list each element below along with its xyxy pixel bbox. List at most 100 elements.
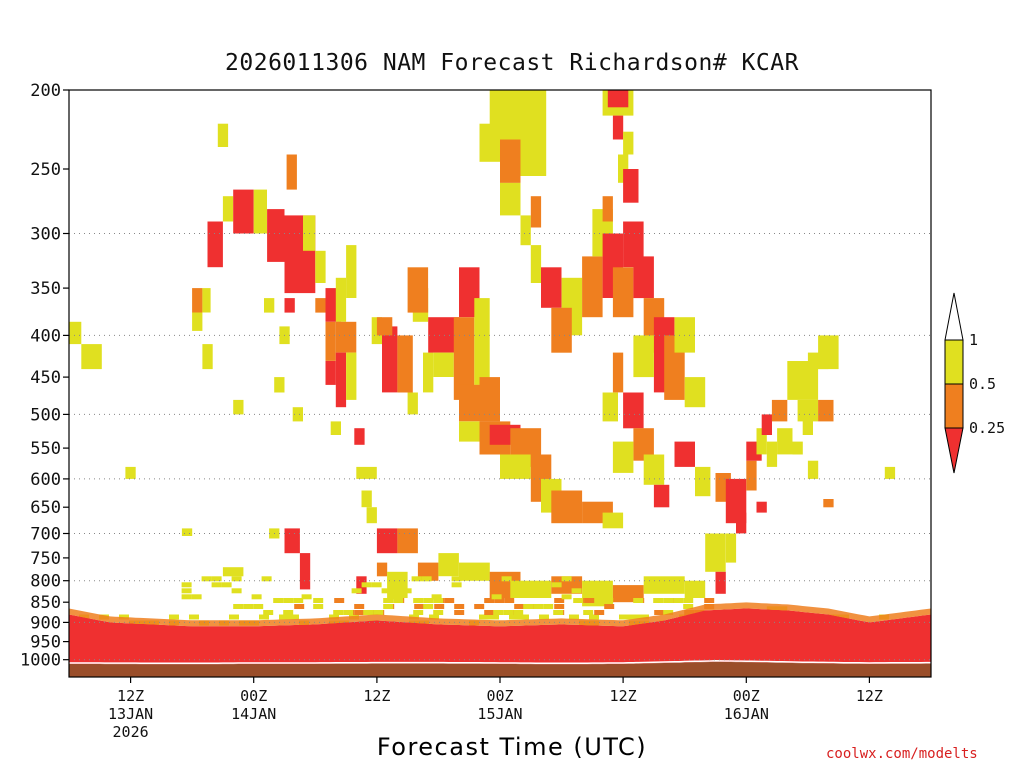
x-tick-label: 16JAN (724, 705, 769, 723)
ri-cell (603, 598, 614, 603)
x-tick-label: 13JAN (108, 705, 153, 723)
ri-cell (387, 571, 408, 598)
ri-cells-layer (69, 90, 896, 626)
ri-cell (454, 604, 465, 609)
x-tick-label: 00Z (733, 687, 760, 705)
ri-cell (451, 576, 462, 582)
ri-cell (695, 466, 711, 497)
y-tick-label: 650 (30, 498, 61, 518)
ri-cell (705, 533, 726, 572)
legend-swatch (944, 383, 964, 429)
ri-cell (583, 610, 594, 615)
x-tick-label: 00Z (240, 687, 267, 705)
ri-cell (373, 610, 384, 615)
ri-cell (494, 598, 505, 603)
ri-cell (292, 407, 303, 422)
ri-cell (423, 598, 434, 603)
ri-cell (479, 123, 500, 162)
ri-cell (513, 610, 524, 615)
legend-label: 0.25 (969, 419, 1005, 437)
ri-cell (69, 321, 82, 345)
ri-cell (356, 576, 367, 594)
ri-cell (284, 528, 300, 554)
ri-cell (543, 604, 554, 609)
ri-cell (612, 115, 624, 140)
ri-cell (421, 576, 432, 582)
ri-cell (519, 614, 529, 620)
ri-cell (433, 352, 454, 377)
x-tick-label: 12Z (610, 687, 637, 705)
ri-cell (243, 604, 254, 609)
ri-cell (329, 614, 339, 620)
ri-cell (451, 582, 462, 588)
ri-cell (289, 614, 299, 620)
ri-cell (653, 598, 664, 603)
chart-title: 2026011306 NAM Forecast Richardson# KCAR (225, 50, 799, 76)
ri-cell (354, 428, 365, 445)
ri-cell (623, 392, 644, 429)
ri-cell (189, 614, 199, 620)
ri-cell (263, 610, 274, 615)
ri-cell (474, 298, 490, 385)
ri-cell (654, 610, 665, 615)
ri-cell (222, 567, 244, 577)
ri-cell (376, 317, 393, 336)
ri-cell (284, 298, 295, 313)
ri-cell (633, 598, 644, 603)
ri-cell (383, 604, 394, 609)
ri-cell (434, 604, 445, 609)
ri-cell (551, 490, 583, 524)
ri-cell (551, 307, 572, 353)
ri-cell (413, 598, 424, 603)
ri-cell (376, 528, 398, 554)
ri-cell (623, 169, 639, 203)
ri-cell (736, 512, 747, 534)
ri-cell (423, 604, 434, 609)
ri-cell (500, 182, 521, 216)
ri-cell (523, 604, 534, 609)
y-tick-label: 250 (30, 160, 61, 180)
boundary-layer-band (69, 602, 931, 665)
ri-cell (612, 585, 644, 603)
ri-cell (531, 588, 542, 594)
ri-cell (393, 598, 404, 603)
ri-cell (433, 610, 444, 615)
ri-cell (541, 267, 562, 308)
ri-cell (504, 598, 515, 603)
ri-cell (643, 454, 665, 485)
ri-cell (346, 245, 357, 298)
ri-cell (491, 594, 502, 600)
legend: 1 0.5 0.25 (944, 292, 1005, 474)
ri-cell (259, 614, 269, 620)
ri-cell (530, 245, 542, 283)
ri-cell (554, 604, 565, 609)
ri-cell (633, 256, 654, 299)
ri-cell (169, 614, 179, 620)
ri-cell (429, 614, 439, 620)
ri-cell (217, 123, 229, 147)
ri-cell (725, 478, 747, 524)
ri-cell (484, 598, 495, 603)
ri-cell (503, 610, 514, 615)
ri-cell (531, 582, 542, 588)
ri-cell (264, 298, 275, 313)
ri-cell (211, 582, 222, 588)
ri-cell (361, 490, 372, 508)
ri-cell (618, 154, 629, 183)
ri-cell (571, 588, 582, 594)
ri-cell (253, 604, 264, 609)
ri-cell (771, 399, 788, 422)
ri-cell (376, 562, 388, 577)
surface-line (69, 660, 931, 665)
ri-cell (192, 312, 203, 331)
ri-cell (382, 326, 398, 393)
ri-cell (653, 484, 670, 508)
ri-cell (623, 221, 644, 268)
ri-cell (683, 604, 694, 609)
ri-cell (746, 460, 757, 491)
ri-cell (334, 598, 345, 603)
ri-cell (584, 598, 595, 603)
y-tick-label: 550 (30, 439, 61, 459)
